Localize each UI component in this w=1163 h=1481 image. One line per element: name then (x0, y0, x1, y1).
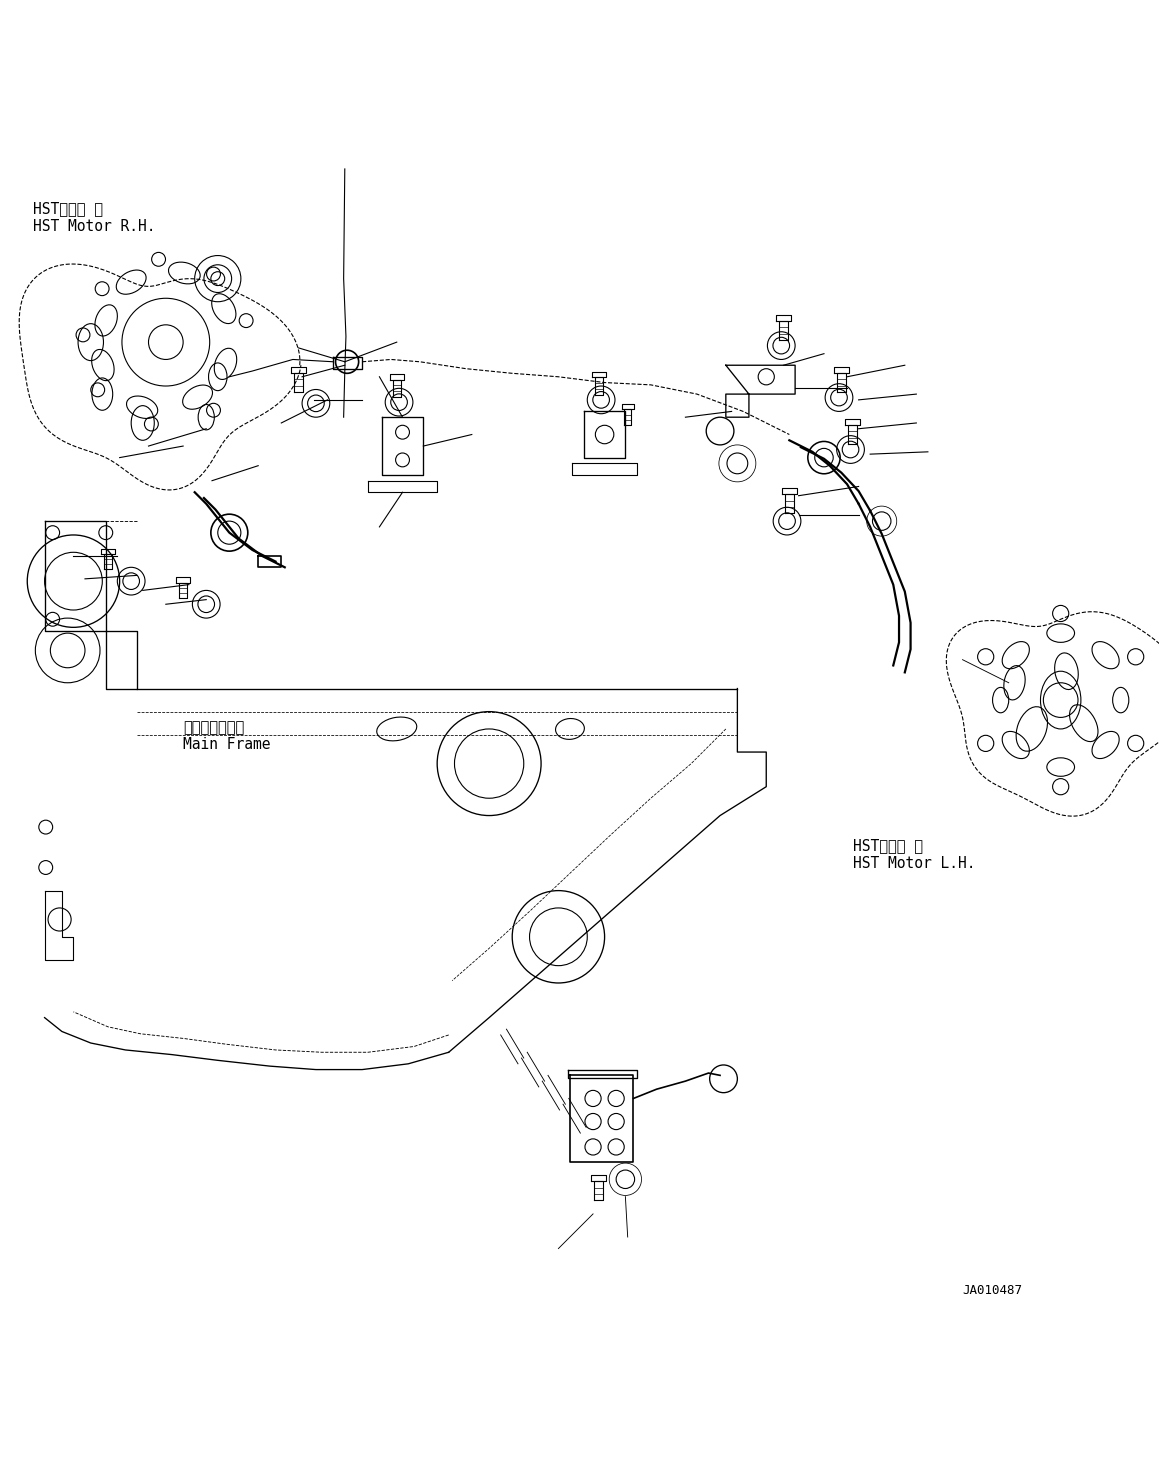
Text: メインフレーム
Main Frame: メインフレーム Main Frame (183, 720, 271, 752)
Text: HSTモータ 右
HST Motor R.H.: HSTモータ 右 HST Motor R.H. (33, 201, 156, 234)
Text: HSTモータ 左
HST Motor L.H.: HSTモータ 左 HST Motor L.H. (852, 838, 976, 871)
Text: JA010487: JA010487 (963, 1284, 1022, 1297)
